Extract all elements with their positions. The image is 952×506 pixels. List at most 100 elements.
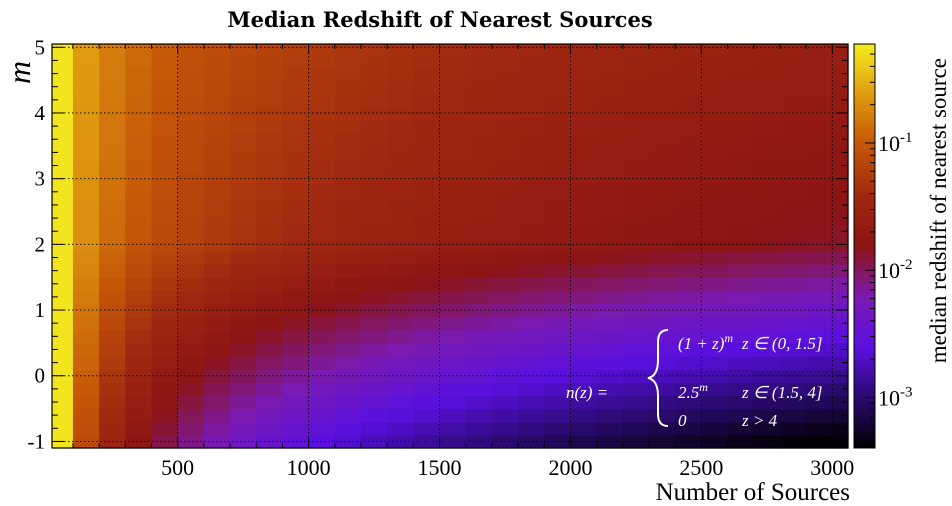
colorbar-segment	[854, 158, 875, 163]
heatmap-cell	[125, 44, 153, 55]
heatmap-cell	[727, 158, 755, 173]
equation-case-expr: 0	[678, 411, 687, 430]
heatmap-cell	[256, 382, 284, 397]
heatmap-cell	[177, 172, 205, 186]
heatmap-cell	[203, 119, 231, 134]
heatmap-cell	[649, 264, 676, 278]
heatmap-cell	[203, 145, 231, 160]
heatmap-cell	[360, 342, 388, 357]
heatmap-cell	[727, 66, 755, 81]
heatmap-cell	[779, 250, 807, 265]
heatmap-cell	[753, 119, 781, 134]
grid-lines	[52, 44, 848, 448]
heatmap-cell	[151, 342, 179, 357]
heatmap-cell	[727, 356, 755, 370]
heatmap-cell	[465, 303, 493, 318]
heatmap-cell	[230, 264, 257, 278]
heatmap-cell	[360, 224, 388, 239]
heatmap-cell	[99, 329, 126, 344]
heatmap-cell	[675, 198, 702, 213]
colorbar-segment	[854, 74, 875, 79]
heatmap-cell	[596, 421, 624, 436]
heatmap-cell	[99, 198, 126, 213]
heatmap-cell	[518, 172, 545, 186]
heatmap-cell	[256, 329, 284, 344]
heatmap-cell	[622, 421, 650, 436]
heatmap-cell	[72, 106, 100, 121]
heatmap-cell	[99, 356, 126, 370]
heatmap-cell	[360, 250, 388, 265]
heatmap-cell	[334, 316, 362, 331]
heatmap-cell	[72, 198, 100, 213]
heatmap-cell	[230, 277, 257, 291]
heatmap-cell	[518, 132, 545, 147]
heatmap-cell	[360, 158, 388, 173]
heatmap-cell	[570, 277, 598, 291]
colorbar-segment	[854, 306, 875, 311]
heatmap-cell	[491, 80, 519, 94]
colorbar-segment	[854, 313, 875, 318]
heatmap-cell	[177, 145, 205, 160]
heatmap-cell	[649, 44, 676, 55]
heatmap-cell	[360, 172, 388, 186]
heatmap-cell	[439, 185, 467, 199]
heatmap-cell	[125, 434, 153, 449]
heatmap-cell	[413, 93, 441, 108]
heatmap-cell	[230, 132, 257, 147]
heatmap-cell	[544, 158, 572, 173]
heatmap-cell	[308, 382, 336, 397]
heatmap-cell	[360, 395, 388, 410]
colorbar-segment	[854, 215, 875, 220]
heatmap-cell	[125, 316, 153, 331]
heatmap-cell	[230, 106, 257, 121]
heatmap-cell	[465, 185, 493, 199]
heatmap-cell	[544, 382, 572, 397]
colorbar-segment	[854, 101, 875, 106]
heatmap-cell	[727, 211, 755, 226]
colorbar-segment	[854, 279, 875, 284]
colorbar-segment	[854, 367, 875, 372]
heatmap-cell	[622, 198, 650, 213]
heatmap-cell	[832, 158, 849, 173]
heatmap-cell	[649, 408, 676, 423]
heatmap-cell	[177, 342, 205, 357]
colorbar-segment	[854, 84, 875, 89]
heatmap-cell	[649, 106, 676, 121]
heatmap-cell	[230, 145, 257, 160]
heatmap-cell	[465, 132, 493, 147]
heatmap-cell	[649, 53, 676, 68]
heatmap-cell	[230, 342, 257, 357]
colorbar-segment	[854, 232, 875, 237]
heatmap-cell	[753, 93, 781, 108]
colorbar-segment	[854, 276, 875, 281]
colorbar-segment	[854, 326, 875, 331]
heatmap-cell	[387, 356, 414, 370]
heatmap-cell	[518, 434, 545, 449]
heatmap-cell	[544, 119, 572, 134]
heatmap-cell	[125, 119, 153, 134]
heatmap-cell	[544, 185, 572, 199]
heatmap-cell	[52, 395, 74, 410]
heatmap-cell	[596, 145, 624, 160]
heatmap-cell	[151, 145, 179, 160]
heatmap-cell	[727, 408, 755, 423]
heatmap-cell	[387, 145, 414, 160]
heatmap-cell	[832, 44, 849, 55]
heatmap-cell	[334, 290, 362, 305]
heatmap-cell	[282, 237, 310, 252]
colorbar-segment	[854, 387, 875, 392]
heatmap-cell	[806, 224, 833, 239]
colorbar-segment	[854, 380, 875, 385]
colorbar-segment	[854, 128, 875, 133]
colorbar-segment	[854, 47, 875, 52]
equation-annotation: n(z) =(1 + z)m z ∈ (0, 1.5]2.5m z ∈ (1.5, …	[566, 329, 822, 430]
heatmap-cell	[52, 211, 74, 226]
colorbar-segment	[854, 97, 875, 102]
heatmap-cell	[779, 211, 807, 226]
colorbar-segment	[854, 242, 875, 247]
heatmap-cell	[570, 224, 598, 239]
heatmap-cell	[570, 198, 598, 213]
heatmap-cell	[544, 53, 572, 68]
y-tick-label: 4	[35, 101, 46, 125]
heatmap-cell	[387, 224, 414, 239]
